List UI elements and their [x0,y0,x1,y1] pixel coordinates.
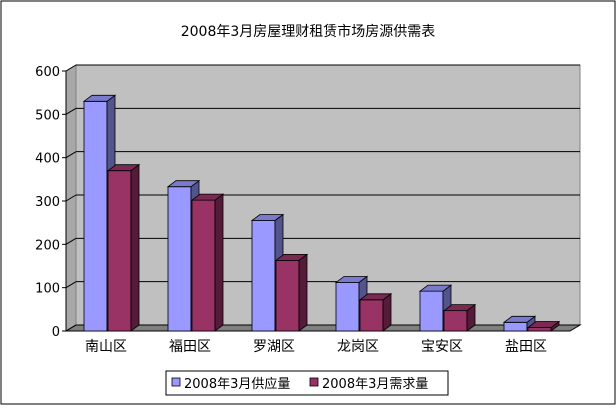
bar-supply-5 [503,321,528,332]
bar-side [214,193,224,332]
bar-supply-1 [167,186,192,332]
bar-demand-1 [191,199,216,332]
bar-demand-5 [527,327,552,332]
bar-demand-4 [443,310,468,332]
bar-top [274,253,309,261]
bar-top [526,321,561,328]
bar-top [442,304,477,312]
bar-top [358,293,393,301]
bar-demand-2 [275,259,300,332]
bar-supply-4 [419,290,444,332]
bar-supply-3 [335,282,360,332]
y-tick-label: 300 [35,195,60,210]
x-tick-label: 盐田区 [505,339,547,355]
bar-demand-0 [107,170,132,332]
bar-top [334,276,369,283]
legend-label-supply: 2008年3月供应量 [184,376,290,392]
gridline-side [65,151,77,159]
bar-demand-3 [359,299,384,332]
bar-top [190,193,225,201]
gridline-side [65,64,77,72]
legend-swatch-demand [309,377,319,387]
x-tick-label: 宝安区 [421,339,463,355]
bar-supply-2 [251,220,276,332]
gridline-side [65,324,77,332]
plot-floor [64,324,582,332]
chart-title: 2008年3月房屋理财租赁市场房源供需表 [181,23,436,40]
plot-area: 0 100 200 300 400 500 600 南山区 福田区 罗湖区 龙岗区 宝安区 盐田区 [35,64,582,355]
y-tick-label: 100 [35,282,60,297]
x-tick-label: 龙岗区 [337,339,379,355]
x-tick-label: 罗湖区 [253,339,295,355]
bar-top [418,284,453,292]
gridline-side [65,194,77,202]
bar-side [130,163,140,332]
bar-side [298,253,308,332]
bar-top [250,214,285,221]
legend-label-demand: 2008年3月需求量 [322,377,428,392]
gridline-side [65,281,77,289]
bar-top [502,315,537,323]
bar-top [166,180,201,188]
x-tick-label: 福田区 [169,339,211,355]
legend: 2008年3月供应量 2008年3月需求量 [165,370,449,396]
y-tick-label: 500 [35,108,60,123]
y-tick-label: 200 [35,238,60,253]
x-tick-label: 南山区 [85,339,127,355]
y-tick-label: 600 [35,65,60,80]
gridline-side [65,107,77,115]
gridline-side [65,237,77,245]
bar-top [106,164,141,172]
y-tick-label: 0 [52,325,60,340]
legend-box [165,370,449,396]
legend-swatch-supply [171,377,181,387]
y-tick-label: 400 [35,152,60,167]
bar-top [82,94,117,102]
bar-supply-0 [83,100,108,332]
